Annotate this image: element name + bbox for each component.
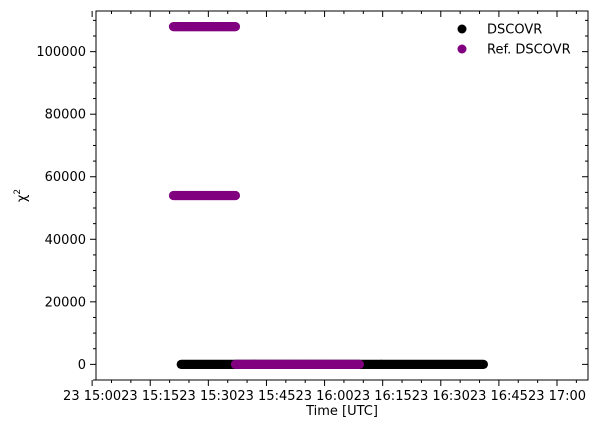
x-tick-label: 23 15:15 — [121, 389, 179, 404]
plot-frame — [95, 10, 589, 381]
x-tick-label: 23 16:30 — [412, 389, 470, 404]
x-tick-label: 23 15:00 — [63, 389, 121, 404]
ref-dscovr-point — [230, 190, 241, 201]
data-points — [168, 22, 488, 369]
dscovr-point — [478, 359, 488, 369]
y-axis-label-symbol: χ — [15, 194, 30, 202]
y-tick-label: 20000 — [45, 295, 86, 310]
legend-label-dscovr: DSCOVR — [487, 23, 542, 38]
legend-marker-dscovr — [457, 24, 467, 34]
x-tick-label: 23 16:00 — [295, 389, 353, 404]
y-tick-label: 0 — [78, 358, 86, 373]
x-tick-label: 23 17:00 — [528, 389, 586, 404]
y-tick-label: 80000 — [45, 108, 86, 123]
legend-marker-ref-dscovr — [457, 44, 467, 54]
x-axis-ticks: 23 15:00 23 15:15 23 15:30 23 15:45 23 16:00… — [63, 11, 586, 404]
y-axis-ticks: 0 20000 40000 60000 80000 100000 — [36, 19, 588, 381]
y-axis-label-superscript: 2 — [13, 189, 23, 195]
x-tick-label: 23 15:30 — [179, 389, 237, 404]
ref-dscovr-point — [354, 359, 365, 369]
y-axis-label: χ2 — [13, 189, 30, 202]
ref-dscovr-point — [230, 22, 241, 32]
x-axis-label: Time [UTC] — [305, 404, 378, 419]
x-tick-label: 23 15:45 — [237, 389, 295, 404]
x-tick-label: 23 16:15 — [354, 389, 412, 404]
legend: DSCOVR Ref. DSCOVR — [457, 23, 571, 58]
y-tick-label: 60000 — [45, 170, 86, 185]
legend-label-ref-dscovr: Ref. DSCOVR — [487, 43, 571, 58]
x-tick-label: 23 16:45 — [470, 389, 528, 404]
y-tick-label: 100000 — [36, 45, 86, 60]
y-tick-label: 40000 — [45, 233, 86, 248]
